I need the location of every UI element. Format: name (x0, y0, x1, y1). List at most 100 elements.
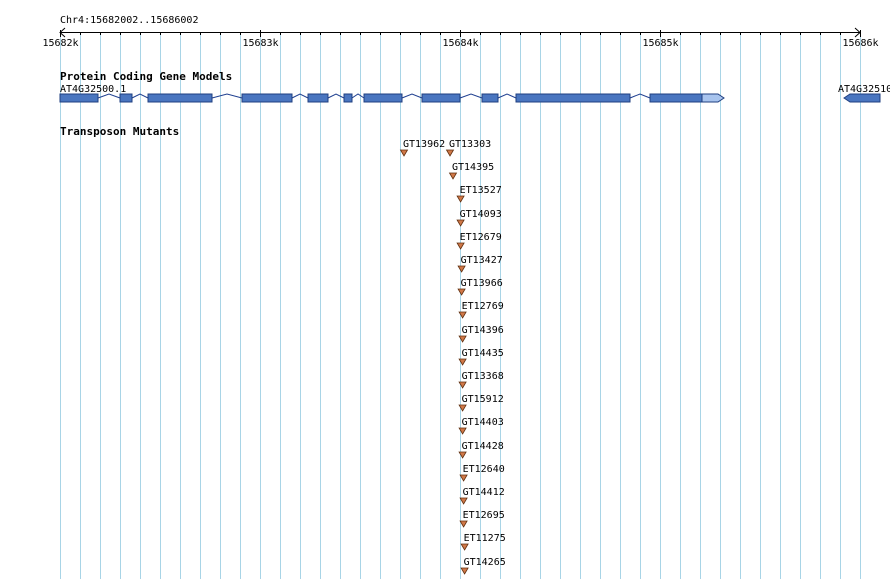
mutant-label[interactable]: GT14435 (462, 348, 504, 359)
mutant-label[interactable]: GT14265 (464, 557, 506, 568)
mutant-marker-icon[interactable] (456, 219, 465, 227)
gene-exon[interactable] (343, 93, 353, 103)
gene-exon[interactable] (515, 93, 631, 103)
gene-intron (291, 93, 309, 99)
transposon-mutant[interactable]: ET13527 (456, 185, 502, 203)
transposon-mutant[interactable]: GT13966 (457, 278, 503, 296)
mutant-label[interactable]: ET12695 (463, 510, 505, 521)
mutant-track-title: Transposon Mutants (60, 125, 179, 138)
transposon-mutant[interactable]: ET12640 (459, 464, 505, 482)
gene-model-label[interactable]: AT4G32500.1 (60, 84, 126, 95)
mutant-marker-icon[interactable] (459, 497, 468, 505)
mutant-label[interactable]: GT13303 (449, 139, 491, 150)
gene-intron (629, 93, 651, 99)
gene-exon[interactable] (307, 93, 329, 103)
mutant-label[interactable]: ET11275 (464, 533, 506, 544)
gene-models[interactable]: AT4G32500.1 AT4G32510 (59, 84, 890, 103)
transposon-mutant[interactable]: GT14396 (458, 325, 504, 343)
mutant-label[interactable]: ET12769 (462, 301, 504, 312)
gene-intron (327, 93, 345, 99)
mutant-marker-icon[interactable] (456, 242, 465, 250)
gene-intron (459, 93, 483, 99)
ruler-tick-label: 15685k (642, 38, 678, 49)
mutant-marker-icon[interactable] (458, 451, 467, 459)
transposon-mutant[interactable]: GT14403 (458, 417, 504, 435)
protein-coding-gene-models-track[interactable]: Protein Coding Gene Models AT4G32500.1 AT… (59, 70, 890, 103)
gene-utr[interactable] (701, 93, 725, 103)
mutant-label[interactable]: GT14396 (462, 325, 504, 336)
gene-intron (351, 93, 365, 99)
mutant-marker-icon[interactable] (399, 149, 409, 157)
grid-lines (60, 33, 861, 579)
mutant-marker-icon[interactable] (458, 381, 467, 389)
mutant-label[interactable]: GT13427 (461, 255, 503, 266)
gene-exon[interactable] (147, 93, 213, 103)
mutant-marker-icon[interactable] (460, 543, 469, 551)
transposon-mutant[interactable]: GT14435 (458, 348, 504, 366)
gene-model[interactable]: AT4G32510 (838, 84, 890, 103)
gene-exon[interactable] (241, 93, 293, 103)
gene-exon[interactable] (59, 93, 99, 103)
coordinate-ruler[interactable]: Chr4:15682002..15686002 15682k 15683k 1568… (42, 15, 878, 49)
transposon-mutant[interactable]: GT14395 (448, 162, 495, 180)
transposon-mutant[interactable]: GT14428 (458, 441, 504, 459)
gene-intron (497, 93, 517, 99)
mutant-marker-icon[interactable] (457, 288, 466, 296)
ruler-tick-label: 15684k (442, 38, 478, 49)
transposon-mutant[interactable]: ET12695 (459, 510, 505, 528)
transposon-mutants[interactable]: GT13962 GT13303 GT14395 ET13527 GT14093 ET126… (399, 139, 506, 575)
ruler-tick-label: 15682k (42, 38, 78, 49)
gene-exon[interactable] (421, 93, 461, 103)
region-label: Chr4:15682002..15686002 (60, 15, 198, 26)
mutant-label[interactable]: GT14428 (462, 441, 504, 452)
mutant-marker-icon[interactable] (458, 358, 467, 366)
mutant-label[interactable]: ET12640 (463, 464, 505, 475)
mutant-label[interactable]: ET13527 (460, 185, 502, 196)
gene-intron (211, 93, 243, 99)
gene-exon[interactable] (843, 93, 881, 103)
transposon-mutant[interactable]: GT14093 (456, 209, 502, 227)
mutant-label[interactable]: GT13966 (461, 278, 503, 289)
mutant-marker-icon[interactable] (459, 474, 468, 482)
mutant-label[interactable]: GT14412 (463, 487, 505, 498)
transposon-mutant[interactable]: ET12769 (458, 301, 504, 319)
transposon-mutants-track[interactable]: Transposon Mutants GT13962 GT13303 GT14395… (60, 125, 506, 575)
transposon-mutant[interactable]: ET11275 (460, 533, 506, 551)
transposon-mutant[interactable]: GT13368 (458, 371, 504, 389)
transposon-mutant[interactable]: ET12679 (456, 232, 502, 250)
mutant-marker-icon[interactable] (458, 427, 467, 435)
mutant-marker-icon[interactable] (460, 567, 469, 575)
gene-model[interactable]: AT4G32500.1 (59, 84, 725, 103)
gene-intron (401, 93, 423, 99)
mutant-marker-icon[interactable] (457, 265, 466, 273)
gene-exon[interactable] (481, 93, 499, 103)
mutant-marker-icon[interactable] (459, 520, 468, 528)
mutant-label[interactable]: GT15912 (462, 394, 504, 405)
mutant-label[interactable]: GT14395 (452, 162, 494, 173)
mutant-marker-icon[interactable] (448, 172, 458, 180)
gene-exon[interactable] (649, 93, 703, 103)
mutant-label[interactable]: GT14403 (462, 417, 504, 428)
transposon-mutant[interactable]: GT14412 (459, 487, 505, 505)
mutant-marker-icon[interactable] (458, 311, 467, 319)
mutant-marker-icon[interactable] (456, 195, 465, 203)
mutant-marker-icon[interactable] (458, 335, 467, 343)
mutant-marker-icon[interactable] (458, 404, 467, 412)
mutant-marker-icon[interactable] (445, 149, 455, 157)
mutant-label[interactable]: ET12679 (460, 232, 502, 243)
gene-track-title: Protein Coding Gene Models (60, 70, 232, 83)
transposon-mutant[interactable]: GT15912 (458, 394, 504, 412)
mutant-label[interactable]: GT14093 (460, 209, 502, 220)
gene-model-label[interactable]: AT4G32510 (838, 84, 890, 95)
transposon-mutant[interactable]: GT13962 (399, 139, 446, 157)
ruler-tick-label: 15686k (842, 38, 878, 49)
gene-exon[interactable] (119, 93, 133, 103)
transposon-mutant[interactable]: GT13303 (445, 139, 492, 157)
mutant-label[interactable]: GT13368 (462, 371, 504, 382)
gene-exon[interactable] (363, 93, 403, 103)
transposon-mutant[interactable]: GT13427 (457, 255, 503, 273)
transposon-mutant[interactable]: GT14265 (460, 557, 506, 575)
mutant-label[interactable]: GT13962 (403, 139, 445, 150)
